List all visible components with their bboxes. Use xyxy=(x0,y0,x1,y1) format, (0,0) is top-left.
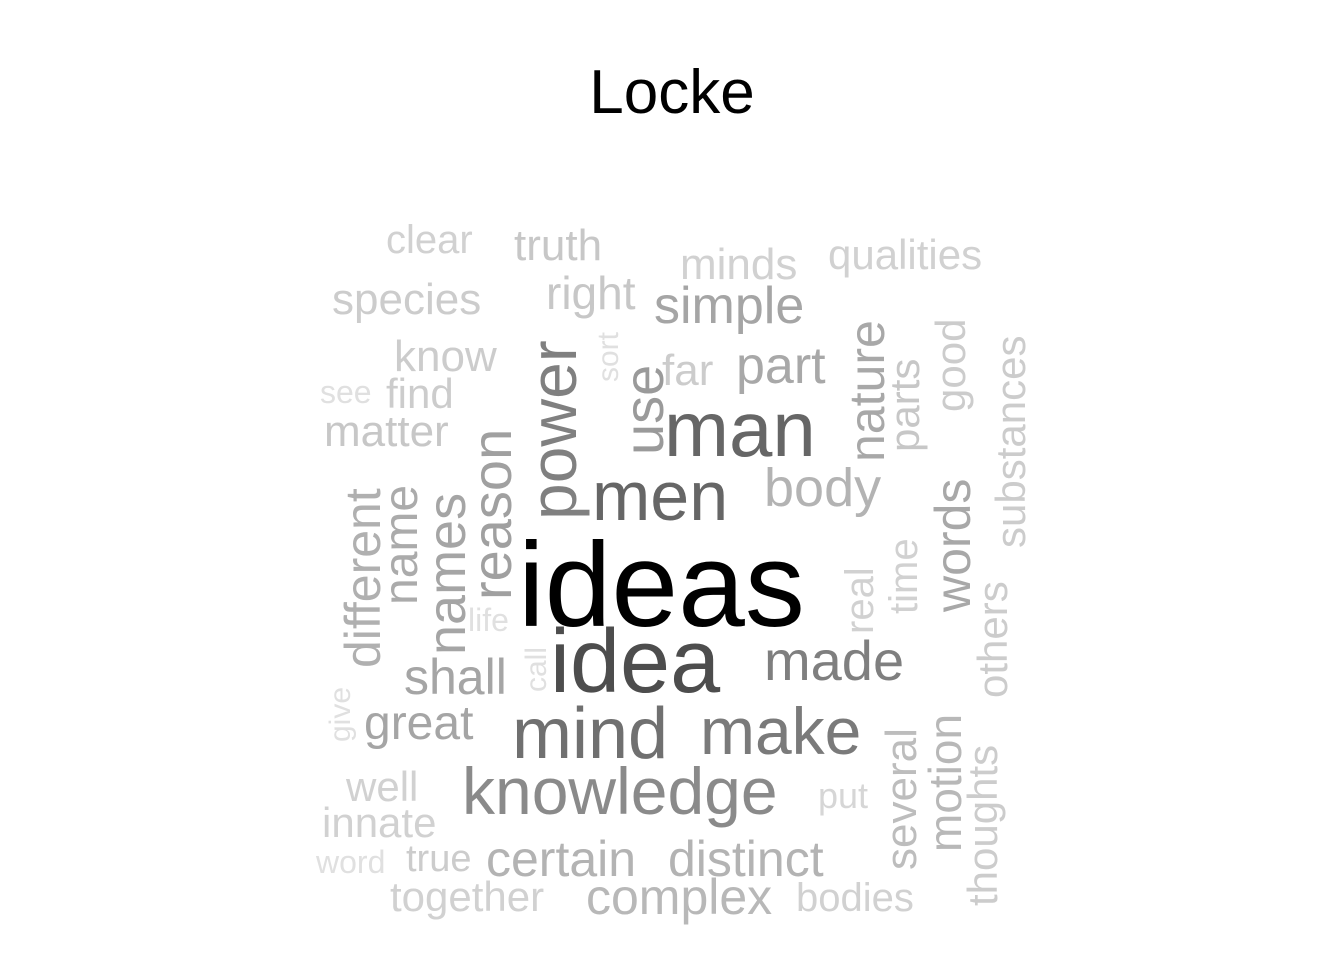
word-names: names xyxy=(417,492,477,655)
word-simple: simple xyxy=(654,277,805,335)
word-species: species xyxy=(332,275,482,324)
word-complex: complex xyxy=(586,869,773,925)
word-shall: shall xyxy=(404,649,507,705)
word-qualities: qualities xyxy=(828,231,983,278)
word-far: far xyxy=(662,346,714,395)
word-call: call xyxy=(520,646,553,692)
word-see: see xyxy=(320,374,372,410)
word-great: great xyxy=(364,697,474,750)
word-minds: minds xyxy=(680,240,798,289)
word-clear: clear xyxy=(386,218,473,262)
word-idea: idea xyxy=(550,612,721,712)
word-substances: substances xyxy=(987,335,1034,548)
word-knowledge: knowledge xyxy=(462,754,778,828)
chart-title: Locke xyxy=(589,58,755,127)
word-good: good xyxy=(927,318,974,412)
word-man: man xyxy=(664,385,816,473)
word-made: made xyxy=(764,629,905,692)
word-together: together xyxy=(390,873,545,920)
word-real: real xyxy=(838,567,882,634)
word-thoughts: thoughts xyxy=(959,744,1006,906)
word-bodies: bodies xyxy=(796,876,914,920)
word-different: different xyxy=(335,488,391,668)
word-matter: matter xyxy=(324,407,449,456)
word-men: men xyxy=(592,457,729,535)
word-parts: parts xyxy=(881,358,928,452)
word-innate: innate xyxy=(322,799,437,846)
word-sort: sort xyxy=(592,331,625,382)
word-right: right xyxy=(546,267,636,319)
word-well: well xyxy=(346,763,419,810)
word-true: true xyxy=(406,838,472,880)
word-certain: certain xyxy=(486,831,637,887)
word-put: put xyxy=(818,775,869,816)
word-word: word xyxy=(316,844,386,880)
word-distinct: distinct xyxy=(668,831,824,887)
word-find: find xyxy=(386,370,454,417)
word-time: time xyxy=(882,538,926,614)
word-life: life xyxy=(468,602,509,638)
word-ideas: ideas xyxy=(518,518,805,652)
word-make: make xyxy=(700,694,862,768)
word-mind: mind xyxy=(512,694,669,774)
word-body: body xyxy=(764,458,882,518)
word-several: several xyxy=(877,728,926,870)
word-part: part xyxy=(736,337,826,395)
word-power: power xyxy=(516,340,590,520)
word-truth: truth xyxy=(514,221,603,270)
word-know: know xyxy=(394,332,497,381)
word-give: give xyxy=(324,686,357,742)
word-others: others xyxy=(969,581,1016,698)
